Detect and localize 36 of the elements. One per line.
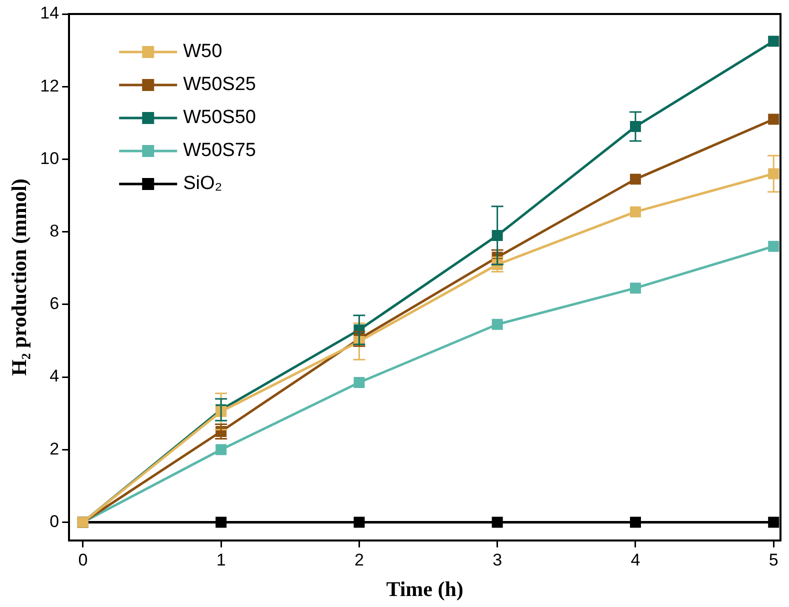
point bbox=[354, 376, 365, 388]
x-tick-label: 3 bbox=[492, 550, 502, 570]
legend-label: W50S25 bbox=[183, 74, 256, 96]
x-axis-title: Time (h) bbox=[386, 576, 464, 601]
point bbox=[768, 240, 780, 252]
legend-label: W50 bbox=[183, 41, 222, 62]
point bbox=[768, 168, 780, 180]
point bbox=[768, 36, 780, 47]
x-tick-label: 1 bbox=[216, 550, 226, 570]
point bbox=[354, 516, 365, 528]
point bbox=[492, 230, 503, 241]
y-tick-label: 14 bbox=[40, 4, 60, 23]
legend-label: W50S50 bbox=[183, 107, 256, 128]
point bbox=[492, 318, 503, 330]
y-tick-label: 6 bbox=[50, 294, 60, 314]
x-tick-label: 5 bbox=[768, 550, 778, 570]
y-tick-label: 0 bbox=[50, 512, 60, 531]
point bbox=[216, 516, 227, 528]
y-tick-label: 8 bbox=[50, 222, 60, 241]
point bbox=[492, 516, 503, 528]
y-tick-label: 2 bbox=[50, 439, 60, 458]
y-tick-label: 10 bbox=[40, 148, 60, 168]
y-axis-title: H₂ production (mmol) bbox=[7, 178, 32, 376]
legend-label: W50S75 bbox=[183, 140, 256, 162]
x-tick-label: 4 bbox=[630, 550, 640, 570]
point bbox=[216, 444, 227, 456]
x-tick-label: 0 bbox=[78, 550, 88, 570]
point bbox=[630, 121, 641, 132]
legend-label: SiO₂ bbox=[183, 173, 222, 194]
point bbox=[630, 206, 641, 218]
x-tick-label: 2 bbox=[354, 550, 364, 570]
point bbox=[768, 516, 780, 528]
point bbox=[630, 516, 641, 528]
y-tick-label: 4 bbox=[50, 366, 60, 386]
point bbox=[630, 282, 641, 294]
y-tick-label: 12 bbox=[40, 76, 60, 96]
